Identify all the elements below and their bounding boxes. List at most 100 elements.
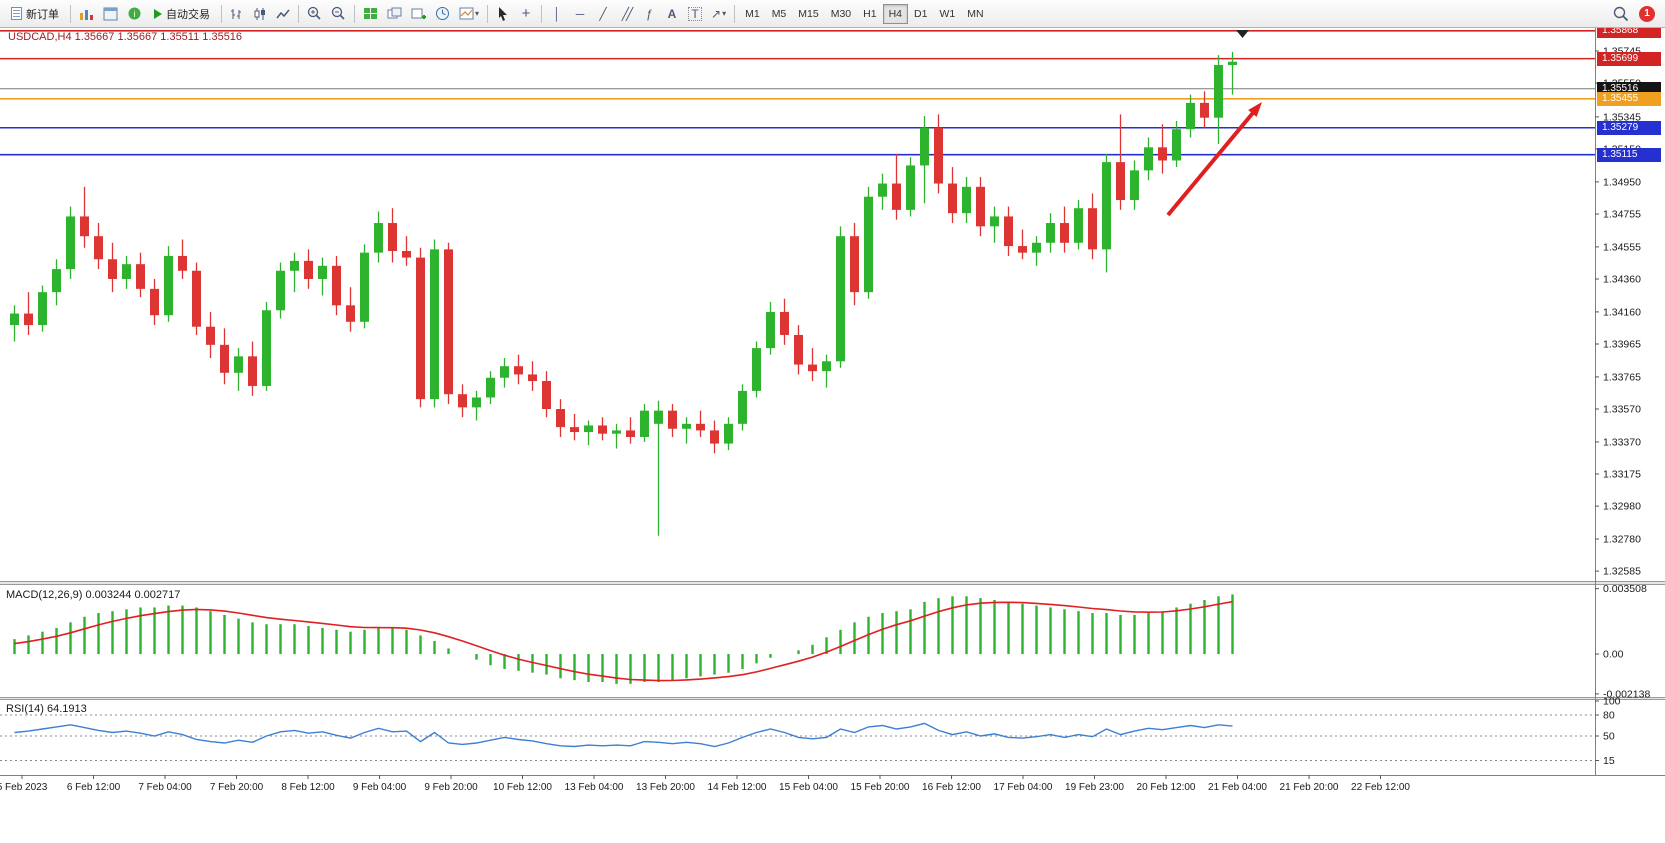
time-axis-label: 7 Feb 04:00 — [138, 782, 192, 793]
candle-body — [850, 236, 859, 293]
zoom-in-button[interactable] — [303, 3, 326, 25]
notification-count: 1 — [1644, 8, 1650, 19]
candle-body — [626, 430, 635, 437]
zoom-out-button[interactable] — [327, 3, 350, 25]
new-chart-button[interactable] — [407, 3, 430, 25]
chart-profiles-icon — [80, 9, 93, 20]
candle-body — [458, 394, 467, 408]
trend-arrow-head[interactable] — [1248, 102, 1262, 118]
new-order-icon — [11, 7, 22, 20]
timeframe-M30[interactable]: M30 — [830, 7, 852, 20]
panel-splitter[interactable] — [0, 581, 1665, 585]
auto-trading-label: 自动交易 — [166, 8, 210, 21]
candle-body — [346, 305, 355, 322]
bar-chart-type-button[interactable] — [226, 3, 248, 25]
time-axis-label: 5 Feb 2023 — [0, 782, 48, 793]
chart-profiles-button[interactable] — [75, 3, 98, 25]
text-label-button[interactable]: T — [684, 3, 706, 25]
crosshair-button[interactable]: + — [515, 3, 537, 25]
horizontal-line-button[interactable]: ─ — [569, 3, 591, 25]
candle-body — [38, 292, 47, 326]
candle-body — [948, 183, 957, 214]
time-axis-label: 19 Feb 23:00 — [1065, 782, 1124, 793]
candle-body — [1116, 162, 1125, 200]
timeframe-M5[interactable]: M5 — [771, 7, 787, 20]
candle-body — [640, 410, 649, 437]
axis-tick-label: 1.33765 — [1603, 371, 1641, 383]
line-chart-type-button[interactable] — [272, 3, 294, 25]
rsi-name: RSI(14) — [6, 703, 44, 715]
candle-body — [752, 348, 761, 391]
time-axis-label: 13 Feb 20:00 — [636, 782, 695, 793]
timeframe-H4[interactable]: H4 — [882, 3, 909, 24]
tile-windows-button[interactable] — [359, 3, 382, 25]
text-button[interactable]: A — [661, 3, 683, 25]
axis-tick-label: 50 — [1603, 731, 1615, 743]
templates-icon — [459, 7, 474, 20]
fibonacci-button[interactable]: ƒ — [638, 3, 660, 25]
candle-body — [150, 288, 159, 316]
trendline-button[interactable]: ╱ — [592, 3, 614, 25]
arrows-tool-button[interactable]: ↗ ▾ — [707, 3, 730, 25]
axis-tick-label: 1.34360 — [1603, 273, 1641, 285]
toolbar-separator — [487, 4, 489, 23]
candle-body — [1130, 170, 1139, 200]
timeframe-M1[interactable]: M1 — [745, 7, 760, 20]
macd-histogram — [13, 594, 1234, 684]
macd-signal-line — [14, 600, 1233, 682]
macd-name: MACD(12,26,9) — [6, 589, 83, 601]
templates-button[interactable]: ▾ — [455, 3, 483, 25]
candle-body — [24, 313, 33, 326]
timeframe-M15[interactable]: M15 — [798, 7, 819, 20]
candlestick-chart-type-button[interactable] — [249, 3, 271, 25]
arrange-windows-button[interactable] — [383, 3, 406, 25]
chart-title: USDCAD,H4 1.35667 1.35667 1.35511 1.3551… — [8, 31, 242, 43]
data-window-button[interactable]: i — [123, 3, 146, 25]
search-button[interactable] — [1609, 3, 1633, 25]
chevron-down-icon: ▾ — [722, 9, 727, 18]
candle-body — [108, 259, 117, 279]
time-axis-label: 22 Feb 12:00 — [1351, 782, 1410, 793]
new-chart-icon — [411, 8, 426, 19]
auto-trading-button[interactable]: 自动交易 — [147, 3, 217, 25]
period-button[interactable] — [431, 3, 454, 25]
candle-body — [962, 186, 971, 214]
horizontal-line-icon: ─ — [575, 6, 585, 21]
timeframe-D1[interactable]: D1 — [914, 7, 928, 20]
candle-body — [864, 196, 873, 293]
candle-body — [738, 390, 747, 424]
candle-body — [304, 260, 313, 279]
channel-icon: ╱╱ — [621, 6, 634, 21]
vertical-line-button[interactable]: │ — [546, 3, 568, 25]
trend-arrow[interactable] — [1166, 109, 1256, 217]
axis-tick-label: 100 — [1603, 696, 1621, 708]
toolbar-separator — [734, 4, 736, 23]
axis-tick-label: 1.34755 — [1603, 208, 1641, 220]
candle-body — [920, 127, 929, 166]
time-axis-label: 21 Feb 04:00 — [1208, 782, 1267, 793]
chart-shift-marker[interactable] — [1236, 30, 1249, 38]
candle-body — [1102, 162, 1111, 250]
notification-badge[interactable]: 1 — [1639, 5, 1655, 22]
market-watch-button[interactable] — [99, 3, 122, 25]
timeframe-W1[interactable]: W1 — [939, 7, 956, 20]
candle-body — [1214, 65, 1223, 118]
timeframe-H1[interactable]: H1 — [863, 7, 877, 20]
candle-body — [66, 216, 75, 270]
market-watch-icon — [103, 7, 118, 20]
price-line-badge: 1.35699 — [1597, 51, 1661, 66]
cursor-button[interactable] — [492, 3, 514, 25]
candle-body — [318, 265, 327, 279]
panel-splitter[interactable] — [0, 697, 1665, 700]
candle-body — [542, 381, 551, 410]
axis-tick-label: 15 — [1603, 755, 1615, 767]
candle-body — [990, 216, 999, 227]
timeframe-MN[interactable]: MN — [967, 7, 984, 20]
candle-body — [164, 255, 173, 316]
equidistant-channel-button[interactable]: ╱╱ — [615, 3, 637, 25]
candle-body — [248, 356, 257, 386]
new-order-button[interactable]: 新订单 — [4, 3, 66, 25]
candle-body — [878, 183, 887, 197]
axis-tick-label: 1.34950 — [1603, 176, 1641, 188]
